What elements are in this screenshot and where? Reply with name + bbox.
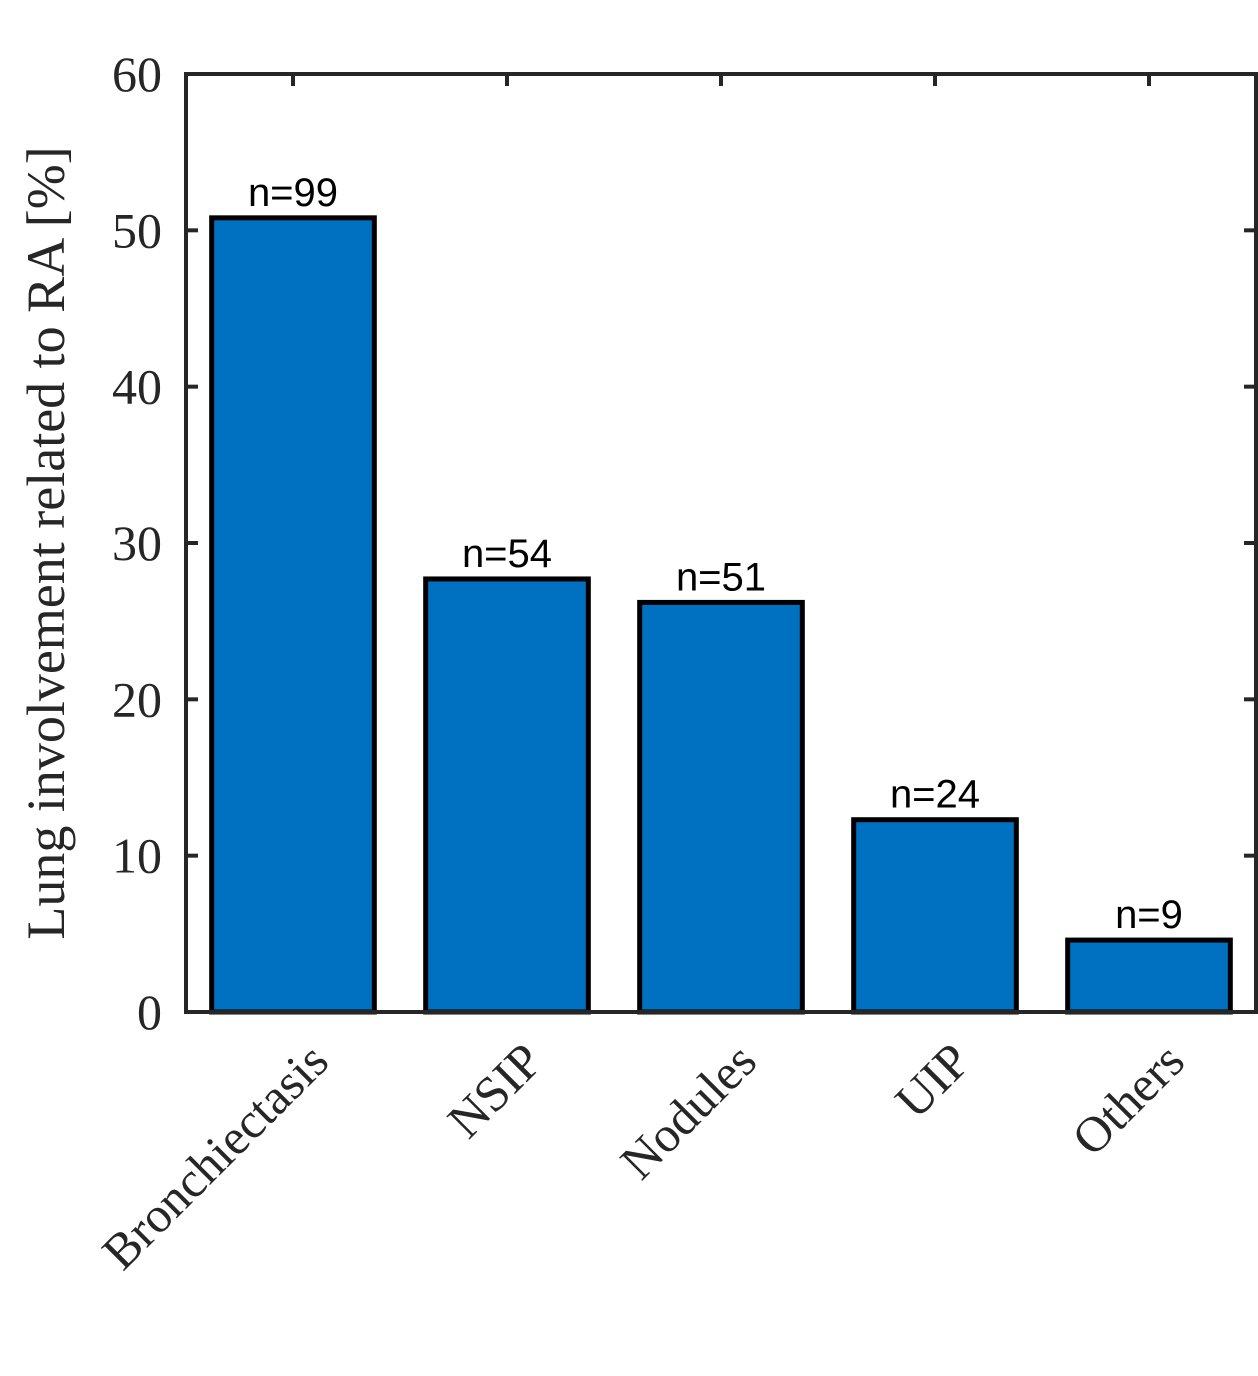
y-tick-label: 50 xyxy=(112,202,162,258)
data-label-nodules: n=51 xyxy=(676,555,766,599)
plot-frame xyxy=(184,72,1258,1014)
bar-others xyxy=(1065,937,1233,1015)
bar-bronchiectasis xyxy=(209,215,377,1015)
y-tick-label: 30 xyxy=(112,515,162,571)
y-tick-label: 10 xyxy=(112,828,162,884)
bar-nsip xyxy=(423,576,591,1015)
x-tick-label-bronchiectasis: Bronchiectasis xyxy=(91,1032,339,1280)
bar-uip xyxy=(851,817,1019,1015)
y-tick-label: 60 xyxy=(112,46,162,102)
x-category-labels: Bronchiectasis NSIP Nodules UIP Others xyxy=(91,1032,1195,1280)
x-tick-label-nodules: Nodules xyxy=(609,1032,766,1189)
y-tick-label: 40 xyxy=(112,359,162,415)
bars-group xyxy=(209,215,1233,1015)
bar-nodules xyxy=(637,599,805,1015)
data-label-bronchiectasis: n=99 xyxy=(248,171,338,215)
y-tick-label: 0 xyxy=(137,984,162,1040)
x-tick-label-nsip: NSIP xyxy=(437,1032,553,1148)
x-tick-label-uip: UIP xyxy=(884,1032,981,1129)
data-label-uip: n=24 xyxy=(890,773,980,817)
data-label-nsip: n=54 xyxy=(462,532,552,576)
data-labels-group: n=99 n=54 n=51 n=24 n=9 xyxy=(248,171,1183,937)
data-label-others: n=9 xyxy=(1115,893,1183,937)
y-axis-title: Lung involvement related to RA [%] xyxy=(16,146,76,939)
y-tick-label: 20 xyxy=(112,671,162,727)
y-tick-labels: 0 10 20 30 40 50 60 xyxy=(112,46,162,1040)
x-tick-label-others: Others xyxy=(1061,1032,1195,1166)
